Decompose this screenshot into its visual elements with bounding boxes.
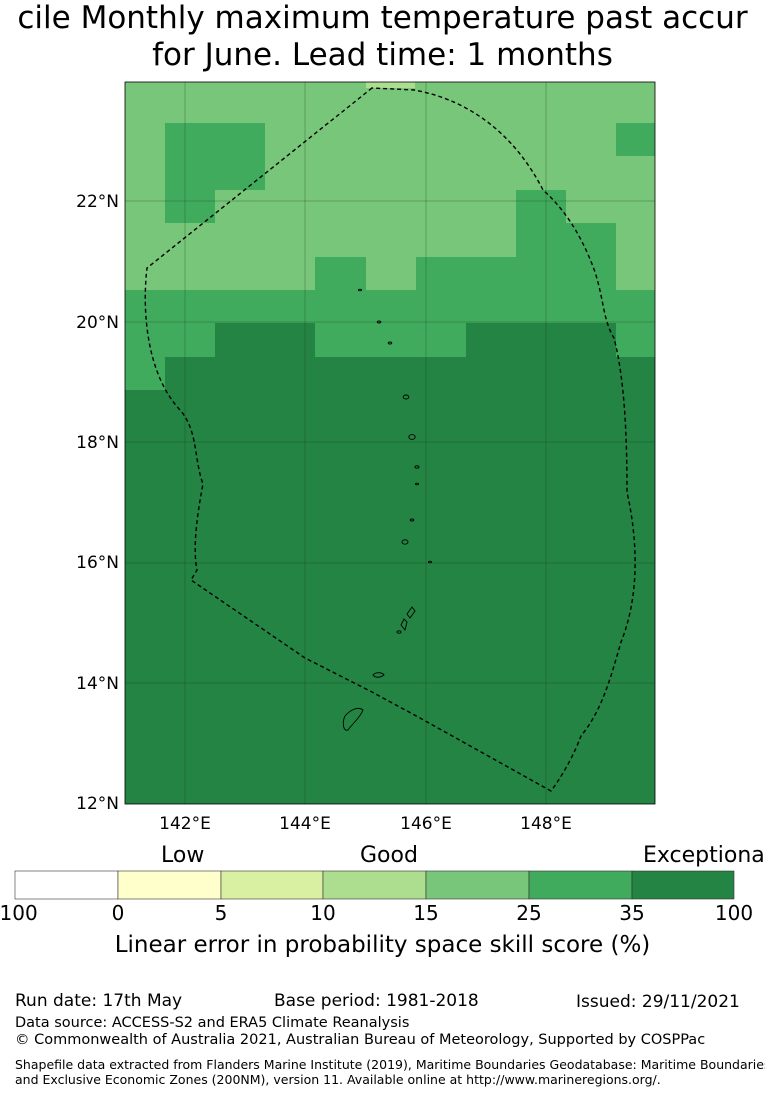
island-outline — [376, 320, 382, 324]
cb-category-good: Good — [360, 843, 418, 868]
data-source: Data source: ACCESS-S2 and ERA5 Climate … — [15, 1015, 410, 1031]
chart-title-line2: for June. Lead time: 1 months — [152, 37, 613, 73]
cb-tick-100: 100 — [715, 901, 753, 925]
shapefile-credit-line2: and Exclusive Economic Zones (200NM), ve… — [15, 1072, 661, 1087]
map-frame — [124, 81, 656, 805]
island-outline — [414, 482, 420, 486]
grid-cell — [315, 323, 466, 357]
run-date: Run date: 17th May — [15, 991, 183, 1011]
colorbar — [14, 870, 735, 900]
island-outline — [401, 539, 409, 545]
lat-label-18: 18°N — [76, 433, 119, 453]
island-outline — [406, 606, 416, 619]
guam-outline — [342, 707, 364, 731]
graticule — [125, 82, 655, 804]
eez-boundary — [144, 87, 636, 792]
island-outline — [372, 672, 385, 678]
cb-tick-0: 0 — [112, 901, 125, 925]
copyright: © Commonwealth of Australia 2021, Austra… — [15, 1032, 706, 1048]
grid-cell — [616, 123, 655, 156]
grid-cell — [125, 290, 655, 323]
lon-label-144: 144°E — [279, 814, 331, 834]
colorbar-swatch — [631, 870, 735, 900]
grid-cell — [516, 190, 566, 290]
grid-cell — [165, 123, 265, 190]
colorbar-swatch — [117, 870, 222, 900]
colorbar-swatch — [322, 870, 427, 900]
colorbar-title: Linear error in probability space skill … — [114, 932, 651, 958]
island-outline — [357, 288, 363, 292]
island-outline — [414, 465, 420, 469]
island-outline — [387, 341, 393, 345]
grid-cell — [165, 190, 215, 223]
issued-date: Issued: 29/11/2021 — [576, 992, 740, 1012]
colorbar-swatch — [528, 870, 633, 900]
island-outline — [396, 630, 402, 634]
lon-label-146: 146°E — [400, 814, 452, 834]
cb-category-exceptional: Exceptional — [643, 843, 765, 868]
skill-grid — [125, 82, 655, 804]
lat-label-14: 14°N — [76, 674, 119, 694]
chart-title-line1: cile Monthly maximum temperature past ac… — [17, 0, 748, 36]
grid-cell — [315, 257, 366, 290]
lon-label-142: 142°E — [159, 814, 211, 834]
lat-label-12: 12°N — [76, 794, 119, 814]
cb-tick-25: 25 — [516, 901, 541, 925]
base-period: Base period: 1981-2018 — [274, 991, 479, 1011]
island-outline — [409, 518, 415, 522]
cb-tick-35: 35 — [619, 901, 644, 925]
grid-cell — [125, 357, 165, 390]
cb-tick-5: 5 — [215, 901, 228, 925]
island-outline — [427, 560, 433, 564]
colorbar-swatch — [14, 870, 119, 900]
cb-tick-15: 15 — [413, 901, 438, 925]
lat-label-22: 22°N — [76, 192, 119, 212]
colorbar-swatch — [220, 870, 324, 900]
grid-cell — [125, 323, 215, 357]
cb-tick-minus100: -100 — [0, 901, 38, 925]
island-outlines — [342, 288, 433, 731]
grid-cell — [616, 323, 655, 357]
shapefile-credit-line1: Shapefile data extracted from Flanders M… — [15, 1057, 765, 1072]
island-outline — [408, 434, 416, 440]
grid-cell — [566, 223, 616, 290]
grid-cell — [416, 257, 516, 290]
cb-category-low: Low — [161, 843, 205, 868]
grid-cell — [366, 82, 415, 88]
island-outline — [402, 394, 410, 400]
island-outline — [400, 618, 408, 631]
colorbar-swatch — [425, 870, 530, 900]
lat-label-20: 20°N — [76, 313, 119, 333]
cb-tick-10: 10 — [310, 901, 335, 925]
lat-label-16: 16°N — [76, 553, 119, 573]
lon-label-148: 148°E — [520, 814, 572, 834]
